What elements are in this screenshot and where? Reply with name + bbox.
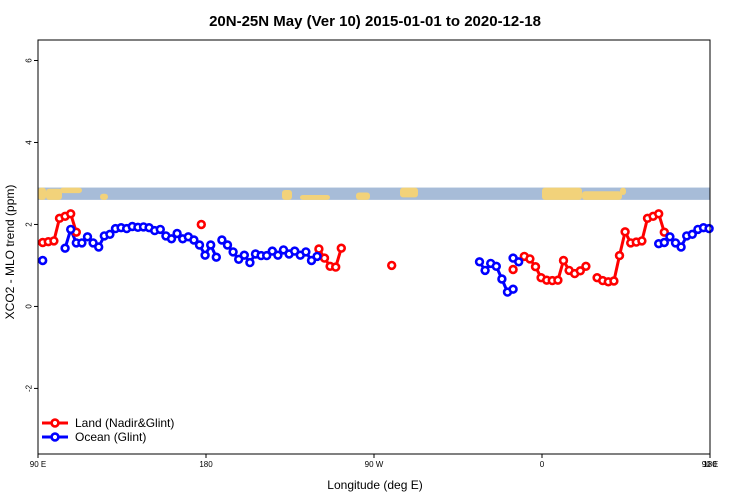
series-0-line-6 [596, 212, 666, 284]
map-land-8 [542, 187, 582, 200]
y-axis-ticks: -2 0 2 4 6 [25, 58, 38, 392]
map-land-10 [620, 187, 626, 195]
series-1-point [704, 223, 714, 234]
series-0-point [336, 243, 346, 253]
map-land-6 [356, 192, 370, 200]
series-1-point [222, 240, 233, 250]
series-1-point [206, 240, 216, 250]
series-1-point [508, 284, 518, 294]
series-1-point [474, 257, 485, 267]
series-1-point [659, 237, 669, 248]
y-tick-label: 0 [25, 304, 34, 309]
series-1-point [273, 250, 283, 260]
x-tick-label: 180 [703, 460, 717, 469]
x-tick-label: 90 E [30, 460, 46, 469]
map-strip [38, 187, 710, 200]
series-1-point [82, 232, 93, 242]
y-tick-label: 2 [25, 222, 34, 227]
series-1-point [676, 242, 686, 252]
map-land-0 [38, 187, 46, 200]
series-0-point [331, 262, 341, 272]
map-land-5 [300, 194, 330, 200]
map-land-9 [582, 191, 622, 200]
map-land-2 [60, 187, 82, 194]
series-1-point [65, 224, 76, 235]
series-1-point [239, 250, 250, 260]
series-1-point [93, 242, 104, 252]
plot-points [37, 209, 714, 297]
series-0-point [319, 253, 330, 263]
y-axis-title: XCO2 - MLO trend (ppm) [3, 185, 17, 320]
x-tick-label: 90 E [702, 460, 718, 469]
series-1-point [217, 235, 227, 245]
series-0-point [637, 236, 647, 246]
series-1-point [200, 250, 210, 260]
series-1-point [194, 240, 205, 250]
series-0-point [581, 261, 591, 271]
map-land-1 [46, 188, 62, 200]
x-tick-label: 90 W [365, 460, 384, 469]
series-0-point [659, 227, 669, 237]
chart-title: 20N-25N May (Ver 10) 2015-01-01 to 2020-… [209, 13, 541, 30]
series-0-point [387, 260, 397, 271]
series-1-point [77, 238, 87, 248]
y-tick-label: -2 [25, 384, 34, 392]
x-tick-label: 180 [199, 460, 213, 469]
series-1-point [211, 252, 222, 262]
series-1-point [497, 274, 507, 284]
map-land-3 [100, 193, 108, 200]
series-0-point [530, 262, 541, 272]
series-0-point [49, 236, 59, 246]
series-1-point [155, 224, 166, 235]
series-0-point [609, 276, 619, 286]
series-0-point [314, 244, 324, 254]
x-tick-label: 0 [540, 460, 545, 469]
series-1-point [312, 251, 322, 262]
series-0-point [620, 227, 630, 237]
map-land-4 [282, 190, 292, 200]
series-1-point [172, 228, 182, 239]
series-0-point [196, 219, 207, 230]
series-0-point [575, 266, 585, 276]
legend: Land (Nadir&Glint)Ocean (Glint) [42, 416, 174, 444]
series-0-point [653, 209, 664, 219]
series-1-point [37, 255, 48, 266]
series-0-point [558, 255, 569, 266]
map-land-7 [400, 187, 418, 198]
series-0-point [508, 264, 518, 275]
series-1-point [665, 232, 675, 242]
series-1-point [491, 261, 501, 271]
series-1-point [189, 235, 199, 245]
series-1-point [480, 265, 490, 276]
series-1-point [245, 257, 255, 268]
legend-marker-0 [50, 418, 60, 428]
series-0-point [553, 275, 563, 285]
series-1-point [301, 247, 311, 257]
legend-marker-1 [50, 432, 60, 442]
legend-label-0: Land (Nadir&Glint) [75, 416, 174, 430]
series-0-point [614, 250, 625, 261]
series-1-point [60, 243, 70, 253]
series-0-point [525, 254, 535, 264]
series-1-point [513, 257, 524, 267]
series-1-point [687, 229, 697, 240]
y-tick-label: 6 [25, 58, 34, 63]
series-1-point [262, 250, 272, 261]
plot-frame [37, 39, 711, 455]
x-axis-title: Longitude (deg E) [327, 478, 422, 492]
legend-label-1: Ocean (Glint) [75, 430, 146, 444]
y-tick-label: 4 [25, 140, 34, 145]
series-0-point [65, 209, 76, 219]
series-1-point [228, 247, 238, 257]
series-1-point [105, 229, 115, 240]
series-1-point [166, 234, 177, 244]
